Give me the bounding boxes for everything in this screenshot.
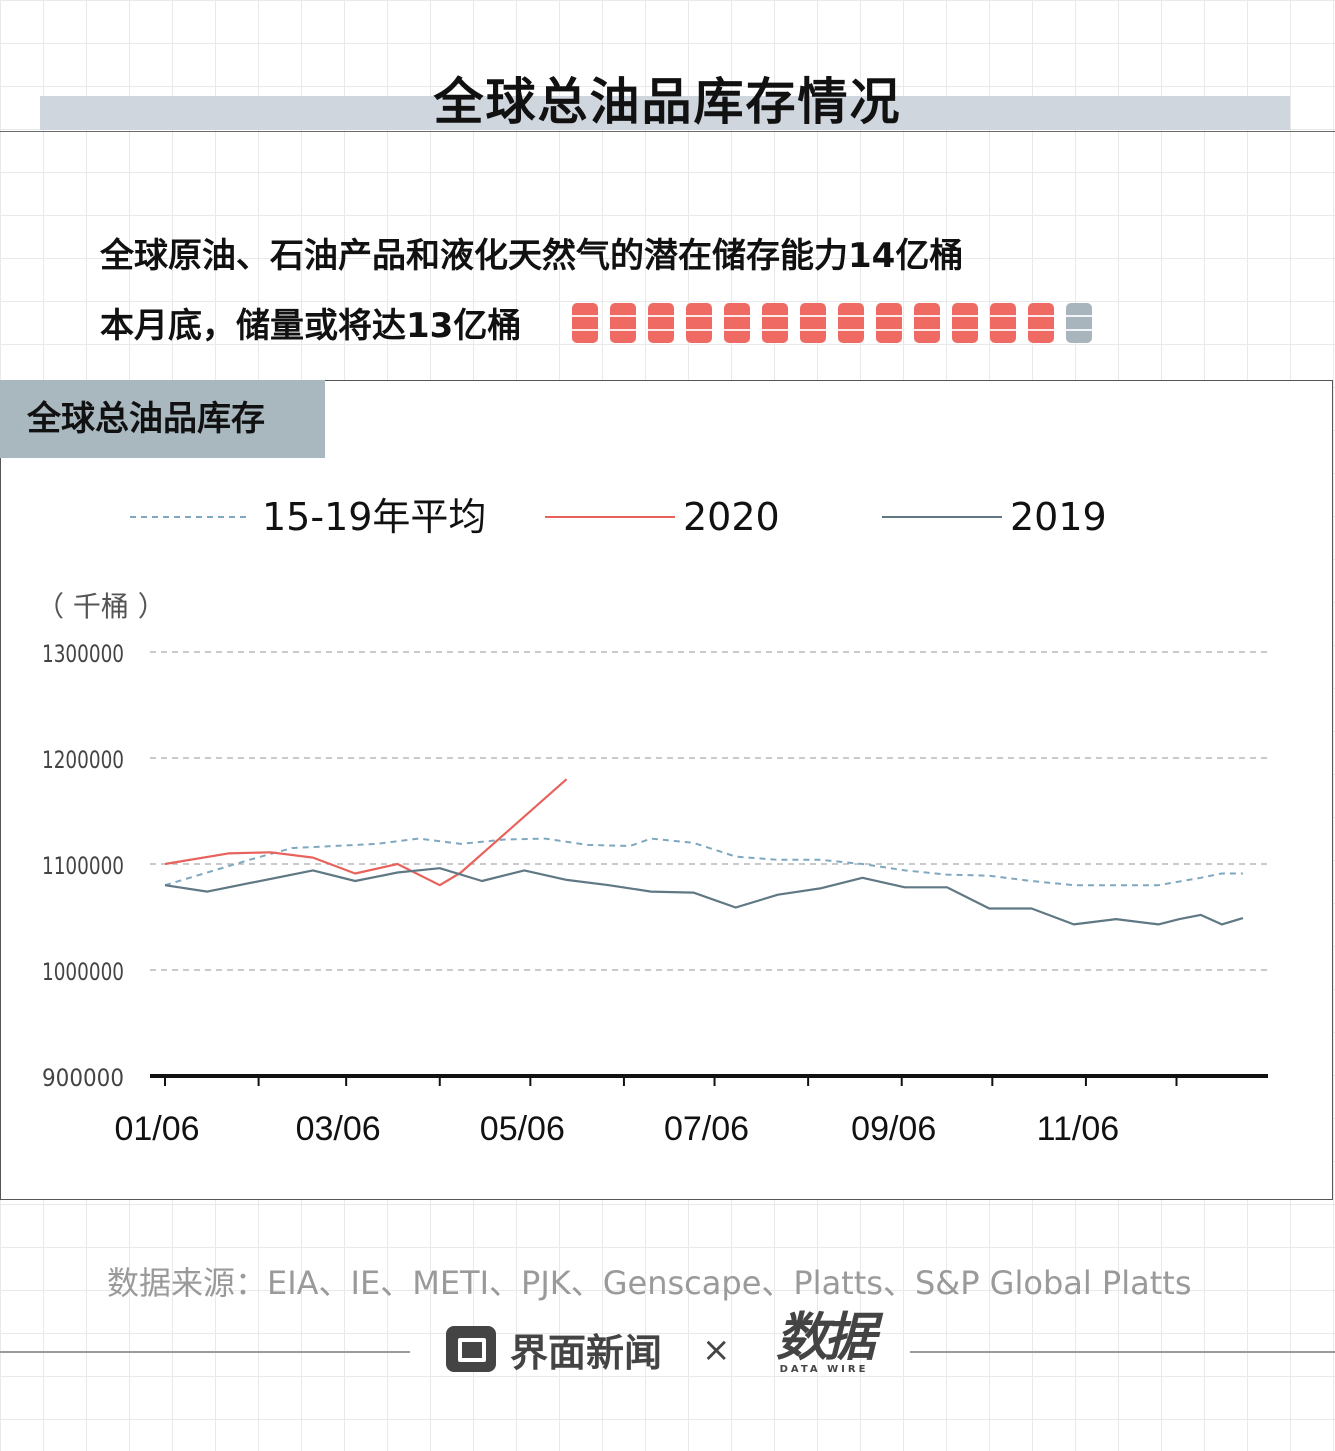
y-tick-label: 1000000 bbox=[42, 958, 124, 986]
data-wire-sub: DATA WIRE bbox=[779, 1364, 869, 1375]
times-sign: × bbox=[702, 1330, 731, 1370]
barrel-filled-icon bbox=[724, 303, 750, 343]
barrel-filled-icon bbox=[572, 303, 598, 343]
barrel-filled-icon bbox=[990, 303, 1016, 343]
x-tick-label: 05/06 bbox=[480, 1110, 565, 1148]
data-wire-logo: 数据 DATA WIRE bbox=[762, 1308, 886, 1375]
brand-logo-icon bbox=[446, 1326, 496, 1372]
legend-label-0: 15-19年平均 bbox=[262, 495, 486, 539]
series-line-2 bbox=[164, 867, 1244, 926]
barrel-filled-icon bbox=[876, 303, 902, 343]
barrel-filled-icon bbox=[800, 303, 826, 343]
series-line-1 bbox=[164, 778, 568, 887]
y-tick-label: 1100000 bbox=[42, 852, 124, 880]
barrel-filled-icon bbox=[648, 303, 674, 343]
x-tick-label: 03/06 bbox=[296, 1110, 381, 1148]
panel-title: 全球总油品库存 bbox=[0, 380, 325, 458]
barrel-filled-icon bbox=[1028, 303, 1054, 343]
footer-rule-right bbox=[910, 1351, 1335, 1353]
page-title: 全球总油品库存情况 bbox=[433, 73, 902, 131]
barrel-empty-icon bbox=[1066, 303, 1092, 343]
barrel-icons bbox=[572, 303, 1092, 343]
barrel-filled-icon bbox=[610, 303, 636, 343]
x-tick-label: 11/06 bbox=[1037, 1110, 1120, 1148]
legend-label-1: 2020 bbox=[683, 495, 780, 539]
headline-storage: 本月底，储量或将达13亿桶 bbox=[100, 306, 522, 346]
x-tick-label: 07/06 bbox=[664, 1110, 749, 1148]
brand-name: 界面新闻 bbox=[510, 1331, 663, 1375]
barrel-filled-icon bbox=[952, 303, 978, 343]
y-tick-label: 1300000 bbox=[42, 640, 124, 668]
barrel-filled-icon bbox=[914, 303, 940, 343]
y-tick-label: 1200000 bbox=[42, 746, 124, 774]
footer-rule-left bbox=[0, 1351, 410, 1353]
x-tick-label: 01/06 bbox=[114, 1110, 199, 1148]
headline-capacity: 全球原油、石油产品和液化天然气的潜在储存能力14亿桶 bbox=[100, 236, 964, 276]
legend-label-2: 2019 bbox=[1010, 495, 1107, 539]
barrel-filled-icon bbox=[686, 303, 712, 343]
x-tick-label: 09/06 bbox=[851, 1110, 936, 1148]
barrel-filled-icon bbox=[838, 303, 864, 343]
title-rule bbox=[0, 131, 1335, 132]
source-note: 数据来源：EIA、IE、METI、PJK、Genscape、Platts、S&P… bbox=[107, 1264, 1192, 1302]
title-band bbox=[40, 96, 1290, 130]
data-wire-mark: 数据 bbox=[775, 1308, 876, 1368]
y-unit-label: （ 千桶 ） bbox=[36, 590, 166, 623]
barrel-filled-icon bbox=[762, 303, 788, 343]
y-tick-label: 900000 bbox=[42, 1064, 124, 1092]
